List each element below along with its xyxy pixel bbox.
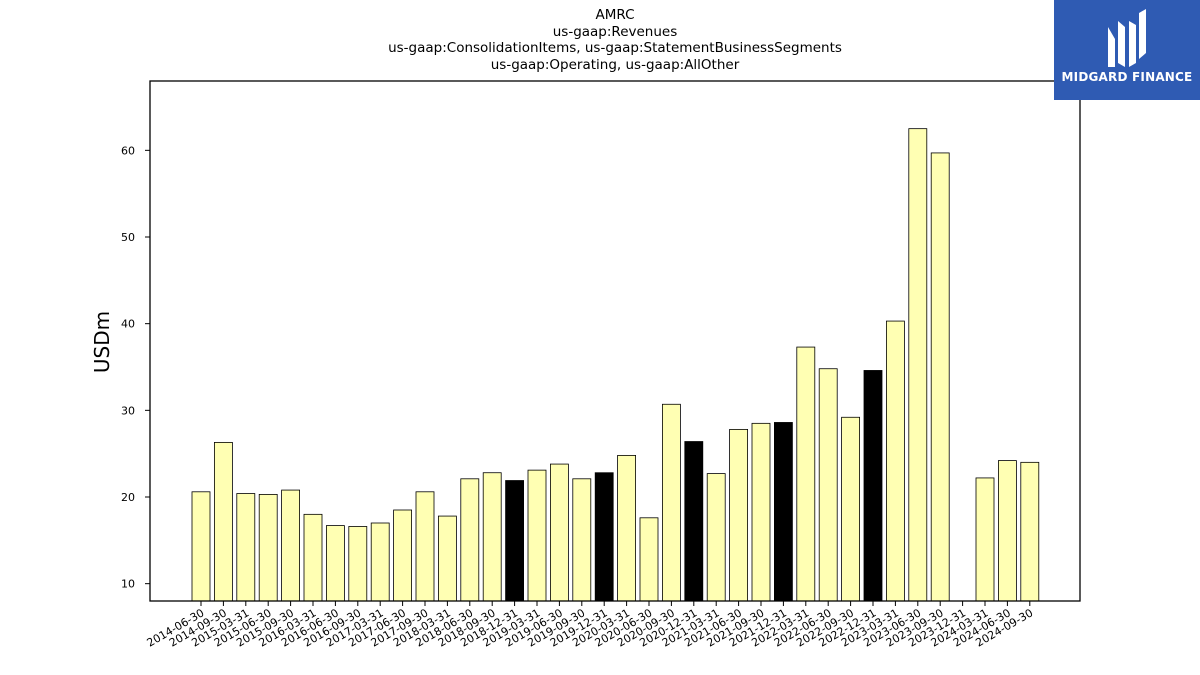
bar-2019-03-31 [527,469,547,602]
plot-frame [149,80,1081,602]
chart-title-line: us-gaap:Revenues [552,23,678,40]
bar-2021-03-31 [706,473,726,602]
bar-2024-06-30 [998,460,1017,602]
bar-2015-03-31 [236,493,256,602]
chart-title-line: us-gaap:Operating, us-gaap:AllOther [490,56,740,73]
axes-layer [149,80,1081,602]
bar-2020-12-31 [684,441,704,602]
y-axis-label: USDm [90,311,114,373]
bar-2020-06-30 [639,517,659,602]
bar-2019-06-30 [550,463,569,602]
bar-2022-06-30 [818,368,838,602]
chart-title-line: AMRC [595,7,635,23]
bar-2024-03-31 [975,477,995,602]
bar-2019-12-31 [594,472,614,602]
bar-2017-03-31 [370,522,390,602]
bars-layer [191,128,1040,602]
y-tick-label: 10 [121,578,135,591]
bar-2014-09-30 [213,441,233,602]
bar-2023-03-31 [886,320,905,602]
logo-text: MIDGARD FINANCE [1061,70,1193,84]
bar-2023-09-30 [930,152,950,602]
chart-title-line: us-gaap:ConsolidationItems, us-gaap:Stat… [388,40,842,56]
y-axis-ticks: 10 20 30 40 50 60 [121,144,150,591]
bar-2023-06-30 [908,128,928,602]
y-tick-label: 20 [121,491,135,504]
bar-2022-03-31 [796,346,816,602]
bar-2018-06-30 [460,478,480,602]
bar-2015-06-30 [258,493,278,602]
bar-2024-09-30 [1020,461,1040,602]
bar-2018-12-31 [505,480,525,602]
bar-2015-09-30 [281,489,301,602]
bar-2022-12-31 [863,370,883,602]
x-axis-ticks: 2014-06-302014-09-302015-03-312015-06-30… [145,601,1035,650]
bar-2017-06-30 [393,509,413,602]
bar-2019-09-30 [572,478,592,602]
bar-2021-06-30 [729,428,748,602]
bar-2017-09-30 [415,491,435,602]
bar-2020-09-30 [662,403,681,602]
y-tick-label: 30 [121,404,135,417]
bar-2016-09-30 [348,526,368,602]
bar-2021-09-30 [751,422,771,602]
bar-2022-09-30 [841,416,860,602]
y-tick-label: 40 [121,318,135,331]
bar-2020-03-31 [617,454,636,602]
bar-2018-03-31 [437,515,457,602]
bar-2016-03-31 [303,513,323,602]
chart-title: AMRC us-gaap:Revenues us-gaap:Consolidat… [150,7,1080,73]
y-tick-label: 50 [121,231,135,244]
bar-2016-06-30 [325,525,345,602]
bar-2021-12-31 [774,422,793,602]
midgard-finance-logo: MIDGARD FINANCE [1054,0,1200,100]
midgard-logo-icon [1108,9,1146,67]
y-tick-label: 60 [121,144,135,157]
bar-2018-09-30 [482,472,502,602]
bar-2014-06-30 [191,491,211,602]
